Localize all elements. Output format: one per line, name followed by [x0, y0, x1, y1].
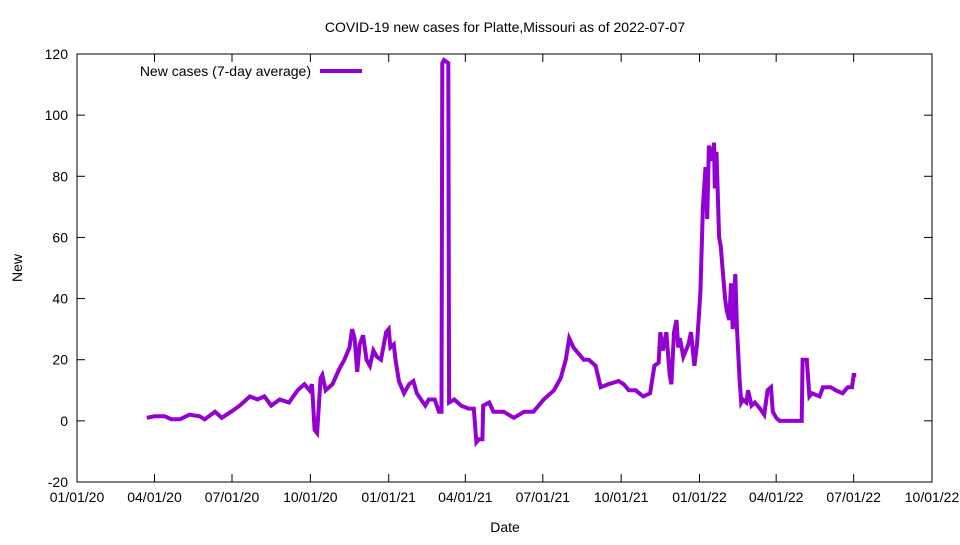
legend: New cases (7-day average) — [140, 63, 362, 79]
y-tick-label: 0 — [60, 413, 68, 429]
chart-title: COVID-19 new cases for Platte,Missouri a… — [325, 19, 685, 35]
x-tick-label: 01/01/20 — [50, 489, 105, 505]
y-tick-label: 120 — [45, 46, 69, 62]
series-group — [146, 57, 857, 448]
x-tick-label: 04/01/21 — [438, 489, 493, 505]
x-tick-label: 01/01/21 — [361, 489, 416, 505]
x-tick-label: 07/01/22 — [826, 489, 881, 505]
legend-label: New cases (7-day average) — [140, 63, 311, 79]
y-tick-label: 40 — [52, 291, 68, 307]
y-tick-label: -20 — [48, 474, 68, 490]
y-tick-label: 20 — [52, 352, 68, 368]
x-tick-label: 07/01/21 — [516, 489, 571, 505]
y-tick-label: 60 — [52, 229, 68, 245]
x-tick-label: 10/01/20 — [283, 489, 338, 505]
plot-frame — [76, 53, 933, 483]
x-tick-label: 04/01/22 — [749, 489, 804, 505]
x-axis-label: Date — [490, 519, 520, 535]
x-tick-label: 10/01/21 — [594, 489, 649, 505]
y-tick-label: 100 — [45, 107, 69, 123]
x-tick-label: 01/01/22 — [672, 489, 727, 505]
y-axis-label: New — [9, 253, 25, 282]
x-tick-label: 07/01/20 — [205, 489, 260, 505]
x-axis: 01/01/20 04/01/20 07/01/20 10/01/20 01/01/21… — [50, 54, 960, 505]
y-axis: -20 0 20 40 60 80 100 120 — [45, 46, 932, 490]
series-line — [146, 57, 857, 448]
x-tick-label: 04/01/20 — [127, 489, 182, 505]
y-tick-label: 80 — [52, 168, 68, 184]
x-tick-label: 10/01/22 — [905, 489, 960, 505]
